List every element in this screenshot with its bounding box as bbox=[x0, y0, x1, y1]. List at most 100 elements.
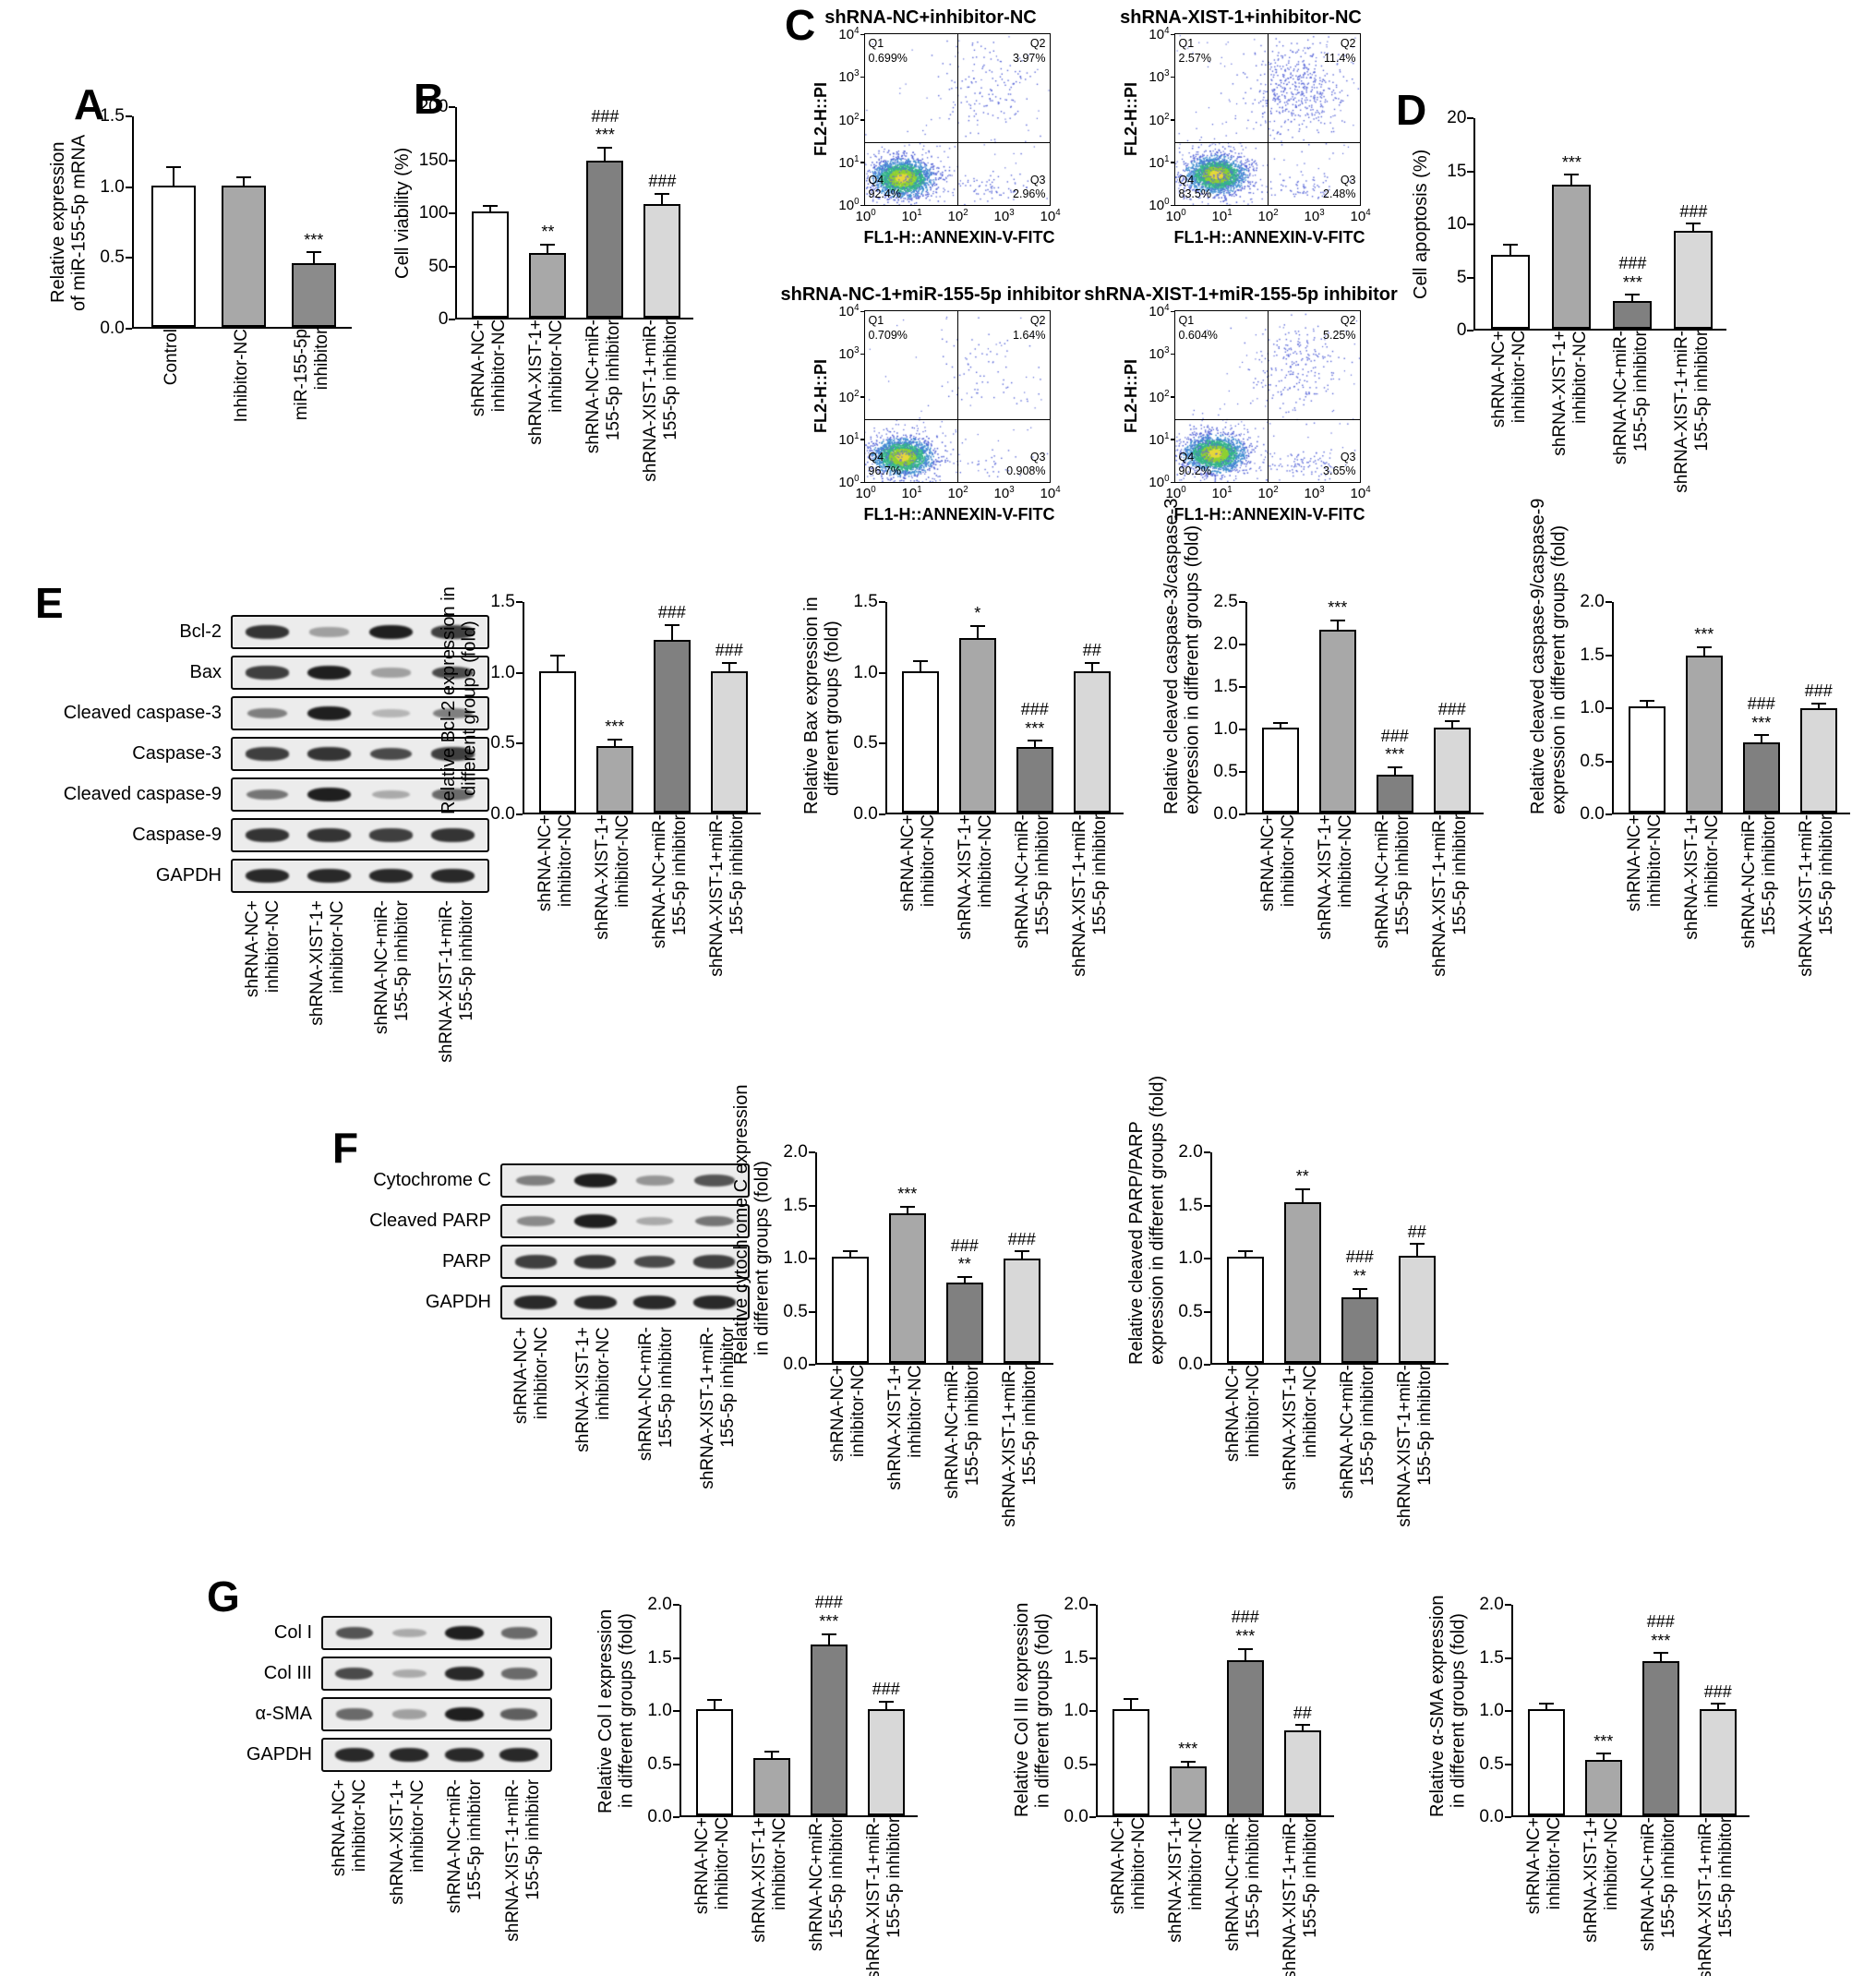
bar bbox=[867, 1709, 905, 1815]
bar bbox=[1491, 254, 1531, 329]
flow-y-tick: 103 bbox=[1148, 68, 1170, 86]
blot-row: GAPDH bbox=[60, 859, 489, 893]
flow-x-tick: 103 bbox=[1304, 208, 1325, 224]
y-tick-label: 1.5 bbox=[1213, 677, 1238, 696]
y-tick-mark bbox=[1203, 1364, 1210, 1366]
plot: *** ### *** ## bbox=[1088, 1604, 1334, 1818]
blot-strip bbox=[231, 859, 489, 893]
error-bar-cap bbox=[1538, 1703, 1554, 1705]
error-bar bbox=[963, 1278, 966, 1283]
blot-protein-label: GAPDH bbox=[155, 865, 222, 886]
blot-band bbox=[246, 666, 289, 680]
error-bar-cap bbox=[821, 1633, 836, 1635]
blot-lane bbox=[298, 828, 360, 842]
x-category: shRNA-XIST-1+ inhibitor-NC bbox=[877, 1365, 934, 1527]
error-bar bbox=[884, 1703, 887, 1709]
flow-y-tick-mark bbox=[860, 33, 864, 35]
plot: *** ### *** ### bbox=[1467, 117, 1727, 331]
x-category-label: shRNA-XIST-1+miR- 155-5p inhibitor bbox=[1280, 1817, 1320, 1976]
blot-band bbox=[633, 1295, 677, 1310]
flow-y-tick-mark bbox=[860, 353, 864, 355]
x-category: shRNA-NC+miR- 155-5p inhibitor bbox=[1731, 814, 1788, 977]
bar bbox=[1552, 184, 1592, 329]
y-tick-mark bbox=[1605, 760, 1612, 763]
blot-band bbox=[693, 1255, 736, 1269]
bar bbox=[1584, 1760, 1622, 1815]
quadrant-label-q2: Q2 5.25% bbox=[1323, 314, 1356, 342]
bar bbox=[586, 160, 624, 318]
y-tick-mark bbox=[672, 1816, 679, 1818]
flow-y-tick-mark bbox=[1170, 310, 1174, 312]
blot-lane-label-slot: shRNA-NC+ inhibitor-NC bbox=[500, 1327, 563, 1489]
y-tick-mark bbox=[1088, 1763, 1096, 1765]
y-tick-mark bbox=[1467, 170, 1474, 173]
error-bar-cap bbox=[597, 147, 613, 150]
x-category-label: shRNA-NC+ inhibitor-NC bbox=[1523, 1817, 1564, 1915]
error-bar bbox=[1301, 1726, 1304, 1730]
bar bbox=[1318, 630, 1356, 813]
error-bar bbox=[919, 662, 921, 671]
y-tick-mark bbox=[1238, 644, 1245, 645]
error-bar-cap bbox=[1084, 662, 1100, 664]
flow-y-tick: 100 bbox=[838, 474, 860, 490]
flow-x-tick: 101 bbox=[901, 208, 922, 224]
blot-band bbox=[391, 1669, 427, 1679]
blot-lane bbox=[236, 868, 298, 884]
x-category-label: shRNA-NC+miR- 155-5p inhibitor bbox=[942, 1365, 982, 1500]
significance-marker: ### ** bbox=[1345, 1247, 1374, 1285]
blot-lane bbox=[422, 666, 484, 680]
flow-y-tick: 102 bbox=[1148, 388, 1170, 405]
flow-y-tick: 101 bbox=[838, 430, 860, 448]
y-tick-label: 1.5 bbox=[100, 106, 125, 126]
blot-protein-label: Cleaved PARP bbox=[369, 1211, 491, 1231]
significance-marker: *** bbox=[1178, 1739, 1198, 1758]
quadrant-gate-vertical bbox=[1267, 34, 1269, 205]
x-category-label: shRNA-NC+miR- 155-5p inhibitor bbox=[806, 1817, 847, 1952]
blot-protein-label: Col I bbox=[273, 1622, 312, 1643]
blot-lane bbox=[360, 624, 422, 640]
plot-area: *** ### *** ### shRNA-NC+ inhibitor-NC shRNA… bbox=[1467, 117, 1727, 493]
quadrant-label-q3: Q3 2.96% bbox=[1013, 173, 1046, 201]
error-bar bbox=[242, 178, 245, 186]
blot-lane bbox=[685, 1295, 745, 1310]
flow-y-tick-mark bbox=[1170, 119, 1174, 121]
significance-marker: ### *** bbox=[1380, 726, 1409, 765]
y-tick-mark bbox=[1238, 686, 1245, 688]
flow-y-axis-label: FL2-H::PI bbox=[1121, 359, 1140, 434]
blot-lane bbox=[422, 828, 484, 842]
panel-g-chart-col1: Relative Col I expression in different g… bbox=[595, 1593, 918, 1976]
y-axis-ticks: 0.0 0.5 1.0 1.5 bbox=[843, 592, 885, 824]
flow-y-tick: 104 bbox=[1148, 303, 1170, 319]
x-category-label: shRNA-XIST-1+ inhibitor-NC bbox=[955, 814, 995, 940]
x-category: shRNA-XIST-1+miR- 155-5p inhibitor bbox=[856, 1817, 913, 1976]
x-category: shRNA-NC+ inhibitor-NC bbox=[820, 1365, 877, 1527]
flow-x-tick: 103 bbox=[993, 208, 1015, 224]
blot-lane bbox=[492, 1627, 547, 1639]
y-tick-label: 1.5 bbox=[490, 592, 515, 611]
blot-strip bbox=[231, 737, 489, 771]
flow-y-tick: 101 bbox=[1148, 153, 1170, 171]
bar bbox=[695, 1709, 733, 1815]
y-tick-mark bbox=[1605, 601, 1612, 603]
x-category-label: shRNA-NC+miR- 155-5p inhibitor bbox=[1610, 331, 1651, 465]
y-tick-mark bbox=[449, 319, 456, 320]
error-bar-cap bbox=[1014, 1250, 1029, 1253]
y-tick-label: 2.0 bbox=[783, 1142, 808, 1162]
blot-protein-label: Bax bbox=[189, 662, 222, 682]
blot-band bbox=[246, 625, 289, 639]
blot-row: Cleaved PARP bbox=[353, 1204, 750, 1238]
x-category: shRNA-NC+ inhibitor-NC bbox=[1516, 1817, 1573, 1976]
blot-lane bbox=[360, 668, 422, 678]
y-tick-label: 2.0 bbox=[1064, 1595, 1088, 1614]
bar bbox=[221, 185, 266, 327]
x-axis-labels: shRNA-NC+ inhibitor-NC shRNA-XIST-1+ inhi… bbox=[885, 814, 1124, 977]
blot-band bbox=[307, 868, 352, 884]
x-category-label: shRNA-XIST-1+ inhibitor-NC bbox=[1681, 814, 1722, 940]
y-tick-label: 2.0 bbox=[647, 1595, 672, 1614]
blot-row: Caspase-3 bbox=[60, 737, 489, 771]
bar bbox=[1261, 728, 1299, 813]
y-tick-label: 1.5 bbox=[1064, 1647, 1088, 1668]
x-category-label: shRNA-XIST-1+miR- 155-5p inhibitor bbox=[1695, 1817, 1736, 1976]
flow-y-tick: 100 bbox=[1148, 474, 1170, 490]
